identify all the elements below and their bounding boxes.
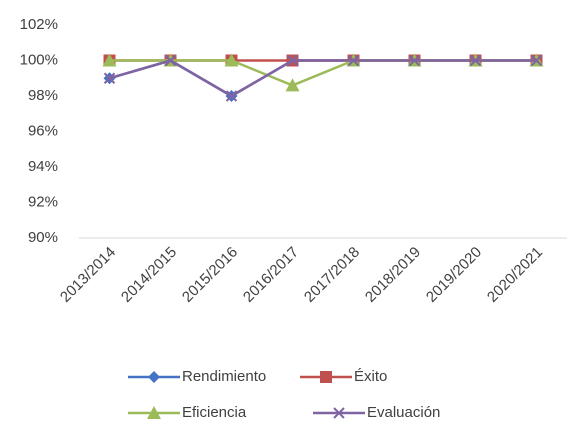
y-tick-label: 98% — [28, 87, 58, 104]
legend-marker — [147, 406, 161, 419]
marker — [469, 54, 482, 67]
x-tick-label: 2018/2019 — [362, 244, 424, 306]
marker — [103, 72, 116, 84]
marker — [224, 53, 239, 67]
x-tick-label: 2017/2018 — [301, 244, 363, 306]
x-tick-label: 2013/2014 — [57, 244, 119, 306]
marker — [225, 90, 238, 102]
y-tick-label: 96% — [28, 122, 58, 139]
series-line — [109, 59, 537, 98]
x-tick-label: 2016/2017 — [240, 244, 302, 306]
y-tick-label: 90% — [28, 229, 58, 246]
legend-label: Eficiencia — [182, 404, 247, 421]
marker — [530, 54, 543, 67]
marker — [102, 53, 117, 67]
x-tick-label: 2020/2021 — [484, 244, 546, 306]
y-tick-label: 102% — [20, 16, 58, 33]
marker — [347, 54, 360, 67]
x-tick-label: 2019/2020 — [423, 244, 485, 306]
y-tick-label: 100% — [20, 51, 58, 68]
legend-label: Evaluación — [367, 404, 440, 421]
marker — [285, 78, 300, 92]
y-tick-label: 94% — [28, 158, 58, 175]
x-tick-label: 2015/2016 — [179, 244, 241, 306]
y-tick-label: 92% — [28, 193, 58, 210]
legend-marker — [148, 371, 160, 383]
legend-label: Rendimiento — [182, 368, 266, 385]
legend-marker — [333, 407, 345, 419]
legend-label: Éxito — [354, 368, 387, 385]
legend-marker — [320, 371, 332, 383]
marker — [164, 54, 177, 67]
x-tick-label: 2014/2015 — [118, 244, 180, 306]
marker — [286, 54, 299, 67]
marker — [408, 54, 421, 67]
